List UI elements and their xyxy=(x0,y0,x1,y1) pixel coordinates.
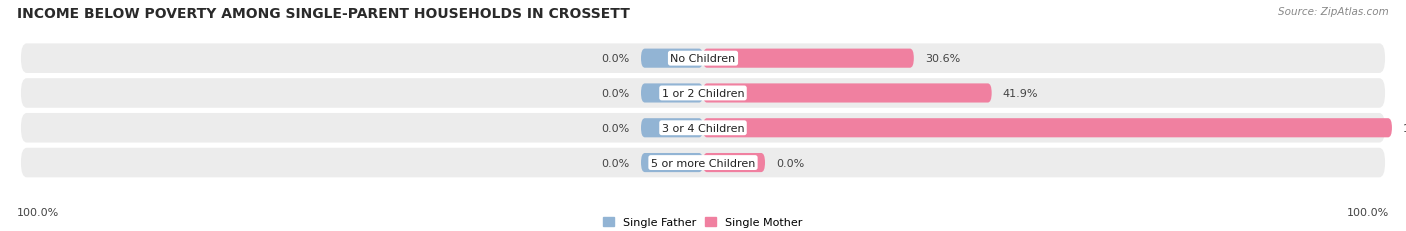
FancyBboxPatch shape xyxy=(21,148,1385,178)
Text: 3 or 4 Children: 3 or 4 Children xyxy=(662,123,744,133)
FancyBboxPatch shape xyxy=(703,49,914,68)
FancyBboxPatch shape xyxy=(21,113,1385,143)
FancyBboxPatch shape xyxy=(21,44,1385,74)
Text: Source: ZipAtlas.com: Source: ZipAtlas.com xyxy=(1278,7,1389,17)
FancyBboxPatch shape xyxy=(21,79,1385,108)
Text: 100.0%: 100.0% xyxy=(1403,123,1406,133)
FancyBboxPatch shape xyxy=(641,153,703,172)
FancyBboxPatch shape xyxy=(641,84,703,103)
Text: 41.9%: 41.9% xyxy=(1002,88,1038,99)
FancyBboxPatch shape xyxy=(703,153,765,172)
Text: 0.0%: 0.0% xyxy=(602,123,630,133)
Text: No Children: No Children xyxy=(671,54,735,64)
Text: 1 or 2 Children: 1 or 2 Children xyxy=(662,88,744,99)
Text: 30.6%: 30.6% xyxy=(925,54,960,64)
Text: INCOME BELOW POVERTY AMONG SINGLE-PARENT HOUSEHOLDS IN CROSSETT: INCOME BELOW POVERTY AMONG SINGLE-PARENT… xyxy=(17,7,630,21)
FancyBboxPatch shape xyxy=(641,49,703,68)
Text: 100.0%: 100.0% xyxy=(1347,207,1389,217)
Text: 100.0%: 100.0% xyxy=(17,207,59,217)
FancyBboxPatch shape xyxy=(641,119,703,138)
FancyBboxPatch shape xyxy=(703,84,991,103)
FancyBboxPatch shape xyxy=(703,119,1392,138)
Text: 0.0%: 0.0% xyxy=(602,54,630,64)
Text: 0.0%: 0.0% xyxy=(776,158,804,168)
Text: 0.0%: 0.0% xyxy=(602,88,630,99)
Text: 5 or more Children: 5 or more Children xyxy=(651,158,755,168)
Legend: Single Father, Single Mother: Single Father, Single Mother xyxy=(603,217,803,227)
Text: 0.0%: 0.0% xyxy=(602,158,630,168)
